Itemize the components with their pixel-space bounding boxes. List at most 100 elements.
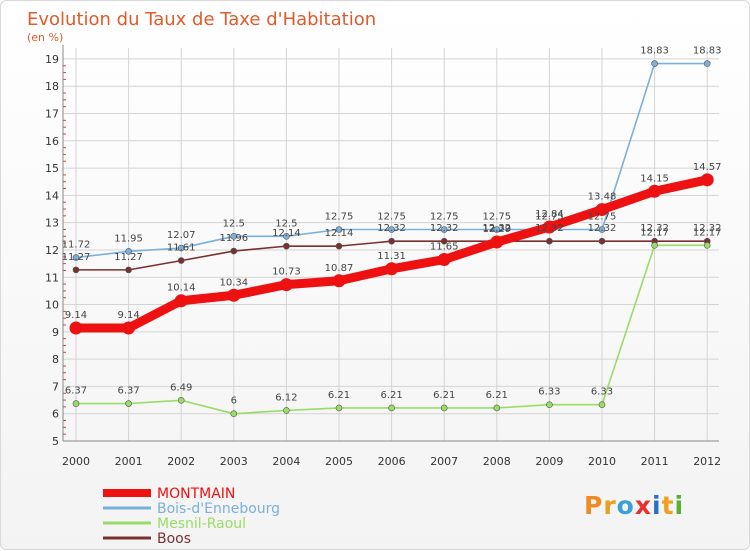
logo-letter: t [661, 491, 675, 520]
data-label: 12.17 [640, 227, 669, 238]
data-point [493, 226, 501, 233]
data-label: 12.32 [430, 223, 459, 234]
data-label: 10.73 [272, 267, 301, 278]
legend-entry: MONTMAIN [157, 486, 235, 502]
data-point [703, 242, 711, 249]
data-point [490, 235, 504, 249]
data-point [598, 401, 606, 409]
data-label: 12.75 [535, 211, 564, 222]
y-tick-label: 5 [52, 435, 59, 448]
data-label: 12.75 [430, 211, 459, 222]
data-label: 11.65 [430, 242, 459, 253]
data-label: 12.32 [377, 223, 406, 234]
data-label: 12.75 [325, 211, 354, 222]
logo-letter: i [674, 491, 685, 520]
data-label: 14.15 [640, 173, 669, 184]
data-label: 18.83 [693, 46, 722, 57]
data-label: 10.14 [167, 283, 196, 294]
data-point [700, 173, 714, 187]
data-point [332, 274, 346, 288]
data-point [437, 253, 451, 267]
y-tick-label: 7 [52, 380, 59, 393]
data-label: 12.84 [535, 209, 564, 220]
x-tick-label: 2004 [272, 455, 300, 468]
y-tick-label: 19 [45, 53, 59, 66]
x-tick-label: 2007 [430, 455, 458, 468]
data-point [72, 400, 80, 407]
data-label: 12.32 [588, 223, 617, 234]
data-point [177, 244, 185, 252]
data-point [595, 203, 609, 217]
x-tick-label: 2006 [378, 455, 406, 468]
data-label: 12.32 [640, 223, 669, 234]
data-label: 6 [231, 396, 237, 407]
data-point [125, 400, 132, 407]
data-point [72, 254, 80, 261]
data-label: 6.12 [275, 392, 297, 403]
x-tick-label: 2010 [588, 455, 616, 468]
data-point [335, 226, 343, 233]
data-label: 12.5 [223, 218, 245, 229]
data-point [440, 237, 448, 245]
data-label: 12.5 [275, 218, 297, 229]
legend-entry: Mesnil-Raoul [157, 516, 246, 532]
y-tick-label: 10 [45, 299, 59, 312]
data-label: 6.33 [591, 387, 613, 398]
data-label: 6.33 [538, 387, 560, 398]
data-point [177, 397, 185, 404]
data-label: 9.14 [65, 310, 87, 321]
data-label: 6.37 [65, 386, 87, 397]
data-point [230, 410, 238, 418]
data-point [703, 60, 711, 67]
y-tick-label: 8 [52, 353, 59, 366]
data-label: 12.32 [535, 223, 564, 234]
data-label: 6.21 [380, 390, 402, 401]
data-point [335, 242, 343, 250]
y-tick-label: 15 [45, 162, 59, 175]
data-label: 11.31 [377, 251, 406, 262]
data-label: 14.57 [693, 162, 722, 173]
data-label: 12.75 [377, 211, 406, 222]
x-tick-label: 2002 [167, 455, 195, 468]
data-label: 6.37 [117, 386, 139, 397]
data-point [598, 226, 606, 233]
data-labels: 9.14 9.14 10.14 10.34 10.73 10.87 11.31 11.65 12… [62, 46, 722, 407]
data-point [283, 407, 290, 414]
data-label: 10.87 [325, 263, 354, 274]
grid [63, 48, 719, 442]
axes: 5 6 7 8 9 10 11 12 13 14 15 16 17 18 19 2000 2001 2002 200… [45, 45, 721, 468]
proxiti-logo: Proxiti [584, 491, 704, 523]
y-tick-label: 6 [52, 408, 59, 421]
data-label: 11.61 [167, 243, 196, 254]
logo-letter: r [603, 491, 617, 520]
data-label: 13.48 [588, 192, 617, 203]
legend-entry: Bois-d'Ennebourg [157, 501, 280, 517]
data-point [546, 237, 553, 245]
data-label: 6.21 [433, 390, 455, 401]
x-tick-label: 2008 [483, 455, 511, 468]
data-point [335, 404, 343, 412]
chart-title: Evolution du Taux de Taxe d'Habitation [27, 9, 376, 30]
data-point [279, 278, 293, 292]
data-label: 6.21 [328, 390, 350, 401]
data-point [230, 233, 238, 240]
data-label: 12.32 [482, 223, 511, 234]
x-tick-label: 2011 [641, 455, 669, 468]
y-tick-label: 14 [45, 189, 59, 202]
data-label: 12.14 [325, 228, 354, 239]
logo-letter: P [584, 491, 604, 520]
logo-letter: x [634, 491, 652, 520]
data-point [125, 266, 132, 274]
data-point [385, 262, 399, 276]
data-point [651, 242, 658, 249]
y-tick-label: 17 [45, 108, 59, 121]
data-label: 11.27 [114, 252, 143, 263]
y-tick-label: 18 [45, 80, 59, 93]
data-point [283, 233, 290, 240]
data-point [388, 226, 395, 233]
data-point [283, 242, 290, 250]
x-tick-label: 2001 [115, 455, 143, 468]
x-tick-label: 2012 [693, 455, 721, 468]
data-point [125, 248, 132, 255]
